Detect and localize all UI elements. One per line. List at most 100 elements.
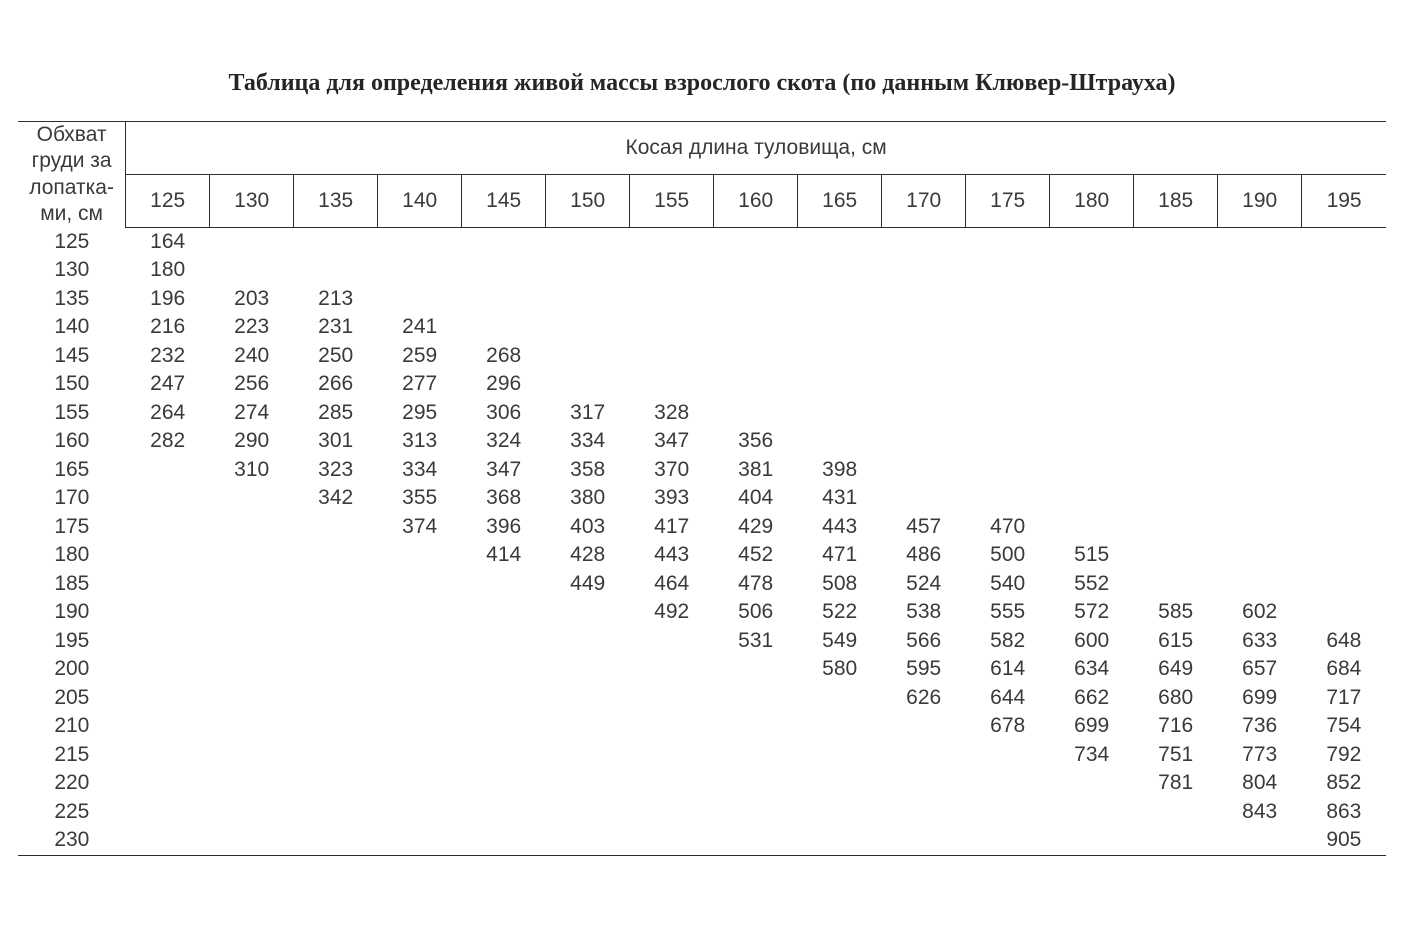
table-cell [966,826,1050,855]
table-row: 160282290301313324334347356 [18,427,1386,456]
row-stub: 200 [18,655,126,684]
table-cell [546,598,630,627]
table-cell [1134,399,1218,428]
column-group-header: Косая длина туловища, см [126,122,1386,175]
table-cell: 614 [966,655,1050,684]
table-cell: 247 [126,370,210,399]
table-cell [1302,541,1386,570]
row-header-l1: Обхват [37,123,107,146]
table-cell [630,370,714,399]
row-stub: 160 [18,427,126,456]
table-cell [210,826,294,855]
table-cell: 356 [714,427,798,456]
table-cell: 457 [882,513,966,542]
table-cell [798,427,882,456]
table-row: 135196203213 [18,285,1386,314]
table-cell [1050,342,1134,371]
table-cell: 324 [462,427,546,456]
table-cell [210,712,294,741]
table-cell: 285 [294,399,378,428]
table-cell [378,227,462,256]
table-cell [1302,313,1386,342]
table-cell: 398 [798,456,882,485]
table-cell [798,684,882,713]
table-cell [630,227,714,256]
table-cell: 580 [798,655,882,684]
table-cell [126,598,210,627]
table-cell [546,313,630,342]
row-stub: 150 [18,370,126,399]
table-cell [462,769,546,798]
table-row: 185449464478508524540552 [18,570,1386,599]
table-cell [378,769,462,798]
table-cell [1134,313,1218,342]
row-stub: 145 [18,342,126,371]
table-cell [714,798,798,827]
row-stub: 225 [18,798,126,827]
table-cell [126,484,210,513]
table-row: 230905 [18,826,1386,855]
table-cell: 634 [1050,655,1134,684]
col-header: 195 [1302,174,1386,227]
table-cell [462,826,546,855]
table-cell [126,712,210,741]
table-cell: 699 [1218,684,1302,713]
table-cell: 232 [126,342,210,371]
table-cell [378,570,462,599]
table-cell: 626 [882,684,966,713]
table-cell [714,285,798,314]
table-cell: 540 [966,570,1050,599]
table-cell: 464 [630,570,714,599]
table-cell: 429 [714,513,798,542]
table-cell: 449 [546,570,630,599]
table-cell [1050,513,1134,542]
table-cell: 657 [1218,655,1302,684]
table-cell [378,826,462,855]
table-cell: 716 [1134,712,1218,741]
table-cell: 241 [378,313,462,342]
table-row: 180414428443452471486500515 [18,541,1386,570]
table-cell: 317 [546,399,630,428]
table-cell: 471 [798,541,882,570]
table-cell [882,456,966,485]
table-cell [294,826,378,855]
table-cell [1134,427,1218,456]
table-cell [1050,313,1134,342]
table-row: 140216223231241 [18,313,1386,342]
table-cell: 231 [294,313,378,342]
col-header: 190 [1218,174,1302,227]
row-stub: 185 [18,570,126,599]
table-cell [714,256,798,285]
table-cell [1218,313,1302,342]
table-cell [378,256,462,285]
table-row: 225843863 [18,798,1386,827]
table-cell: 216 [126,313,210,342]
table-cell: 566 [882,627,966,656]
table-cell [126,627,210,656]
row-stub: 195 [18,627,126,656]
row-stub: 135 [18,285,126,314]
table-cell [1302,456,1386,485]
table-cell: 414 [462,541,546,570]
table-cell [1134,256,1218,285]
table-cell [126,798,210,827]
table-cell [294,655,378,684]
row-stub: 190 [18,598,126,627]
table-cell: 492 [630,598,714,627]
table-cell [1302,285,1386,314]
table-cell: 347 [630,427,714,456]
table-cell [294,256,378,285]
table-cell [966,256,1050,285]
table-cell [798,826,882,855]
table-cell: 804 [1218,769,1302,798]
table-cell: 274 [210,399,294,428]
table-cell: 600 [1050,627,1134,656]
table-cell [1218,399,1302,428]
table-row: 125164 [18,227,1386,256]
table-cell [378,627,462,656]
table-cell [1134,798,1218,827]
table-cell [714,826,798,855]
table-cell [798,798,882,827]
table-cell [1134,227,1218,256]
table-cell: 381 [714,456,798,485]
